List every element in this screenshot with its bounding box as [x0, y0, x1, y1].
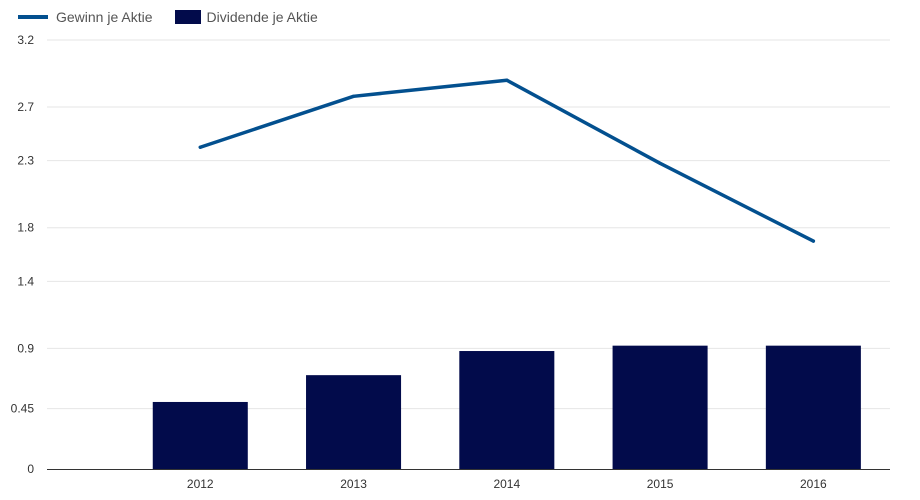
line-point [658, 161, 662, 165]
line-point [351, 94, 356, 98]
bar [612, 345, 708, 469]
y-tick-label: 1.8 [17, 221, 34, 235]
y-tick-label: 2.3 [17, 154, 34, 168]
line-point [811, 239, 815, 243]
legend-item-bar[interactable]: Dividende je Aktie [174, 9, 318, 25]
x-tick-label: 2014 [493, 477, 520, 491]
legend-line-label: Gewinn je Aktie [56, 9, 153, 25]
legend-bar-label: Dividende je Aktie [206, 9, 318, 25]
y-tick-label: 0 [27, 462, 34, 476]
line-point [505, 78, 509, 82]
y-tick-label: 3.2 [17, 33, 34, 47]
bar [152, 401, 248, 469]
bar [306, 375, 402, 469]
line-point [198, 145, 202, 149]
y-tick-label: 2.7 [17, 100, 34, 114]
y-tick-label: 1.4 [17, 274, 34, 288]
legend-line-swatch [18, 15, 48, 19]
legend-item-line[interactable]: Gewinn je Aktie [18, 9, 153, 25]
legend-bar-swatch [174, 10, 201, 24]
x-tick-label: 2015 [647, 477, 674, 491]
bar [459, 351, 555, 469]
x-tick-label: 2016 [800, 477, 827, 491]
y-tick-label: 0.45 [11, 402, 35, 416]
x-tick-label: 2012 [187, 477, 214, 491]
y-tick-label: 0.9 [17, 341, 34, 355]
legend: Gewinn je Aktie Dividende je Aktie [18, 9, 340, 25]
bar [765, 345, 861, 469]
x-tick-label: 2013 [340, 477, 367, 491]
